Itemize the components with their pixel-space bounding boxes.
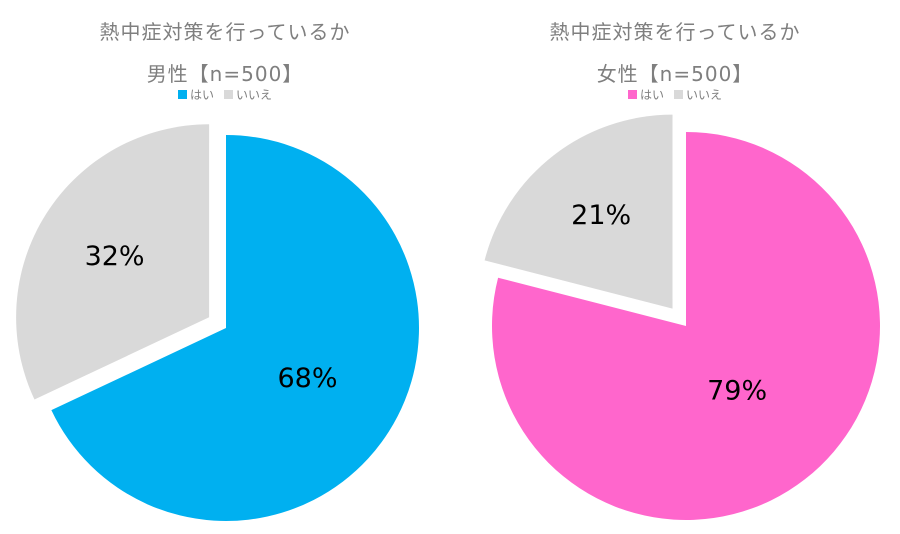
legend-swatch-no (224, 90, 233, 99)
pie-chart: 68% 32% (16, 124, 420, 521)
chart-female: 熱中症対策を行っているか 女性【n=500】 はい いいえ 79% 21% (450, 0, 900, 534)
pie-slice-yes (51, 135, 420, 521)
chart-male: 熱中症対策を行っているか 男性【n=500】 はい いいえ 68% 32% (0, 20, 450, 521)
pie-chart: 79% 21% (484, 114, 880, 520)
legend-label-no: いいえ (686, 88, 723, 102)
data-label-no: 32% (85, 241, 145, 272)
data-label-yes: 68% (277, 363, 337, 394)
legend: はい いいえ (0, 86, 450, 103)
legend-label-no: いいえ (236, 88, 273, 102)
legend-item-no: いいえ (224, 86, 272, 103)
pie-slice-no (484, 114, 673, 309)
legend-item-yes: はい (177, 86, 214, 103)
data-label-yes: 79% (707, 375, 767, 406)
legend-swatch-no (674, 90, 683, 99)
legend-label-yes: はい (639, 88, 664, 102)
chart-title: 熱中症対策を行っているか (549, 20, 801, 44)
pie-slice-no (16, 124, 210, 400)
legend-item-yes: はい (627, 86, 664, 103)
legend: はい いいえ (450, 86, 900, 103)
data-label-no: 21% (571, 200, 631, 231)
pie-slice-yes (492, 132, 880, 520)
chart-title: 熱中症対策を行っているか (99, 20, 351, 44)
legend-item-no: いいえ (674, 86, 722, 103)
legend-swatch-yes (627, 90, 637, 99)
legend-swatch-yes (177, 90, 187, 99)
legend-label-yes: はい (189, 88, 214, 102)
chart-subtitle: 男性【n=500】 (146, 62, 304, 86)
chart-subtitle: 女性【n=500】 (596, 62, 754, 86)
